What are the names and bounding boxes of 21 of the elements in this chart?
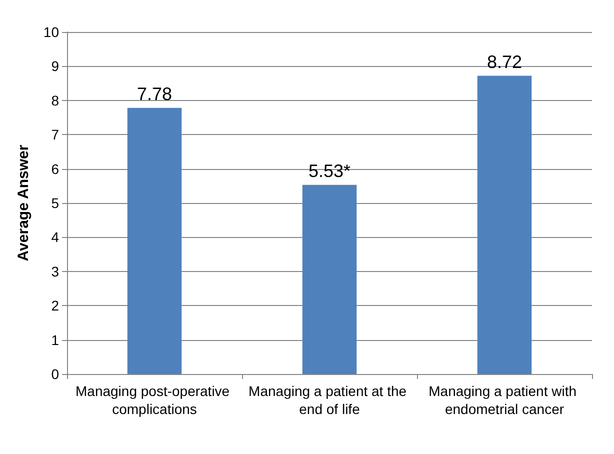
- x-tick-label: Managing a patient at the end of life: [248, 383, 410, 417]
- bar: [127, 108, 182, 374]
- y-axis-title: Average Answer: [15, 144, 32, 262]
- y-tick-label: 10: [43, 24, 60, 40]
- data-label: 7.78: [136, 84, 172, 104]
- y-tick-label: 8: [51, 92, 60, 108]
- y-tick-label: 9: [51, 58, 60, 74]
- y-tick-label: 6: [51, 160, 60, 177]
- x-tick-label: Managing post-operative complications: [76, 383, 234, 417]
- data-label: 8.72: [486, 52, 522, 72]
- y-tick-label: 0: [51, 366, 60, 382]
- y-tick-label: 5: [51, 195, 60, 211]
- bar: [477, 76, 532, 374]
- y-tick-label: 4: [51, 229, 60, 246]
- y-tick-label: 2: [51, 298, 60, 314]
- bar: [302, 184, 357, 374]
- y-tick-label: 1: [51, 332, 60, 348]
- y-tick-label: 7: [51, 126, 60, 143]
- y-tick-label: 3: [51, 263, 60, 280]
- x-tick-label: Managing a patient with endometrial cancer: [428, 383, 580, 417]
- data-label: 5.53*: [308, 160, 351, 181]
